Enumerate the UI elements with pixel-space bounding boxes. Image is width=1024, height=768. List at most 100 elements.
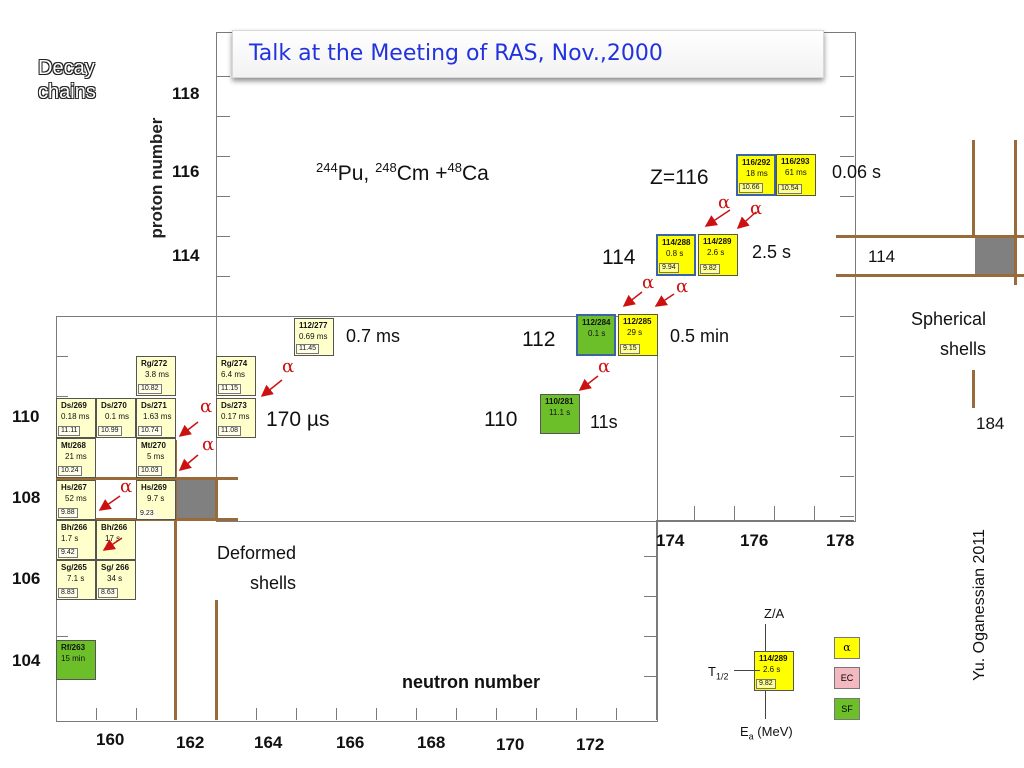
spherical-shell-vline-top xyxy=(972,140,975,235)
alpha-arrow xyxy=(102,537,123,551)
tick-mark xyxy=(840,356,854,357)
tick-mark xyxy=(456,708,457,720)
nuclide-110-281: 110/281 11.1 s xyxy=(540,394,580,434)
title-banner: Talk at the Meeting of RAS, Nov.,2000 xyxy=(232,30,824,78)
alpha-label: α xyxy=(676,276,689,297)
tick-mark xyxy=(840,156,854,157)
nuclide-rg272: Rg/272 3.8 ms 10.82 xyxy=(136,356,176,396)
half-life-170us: 170 µs xyxy=(266,408,330,431)
x-tick-168: 168 xyxy=(417,733,446,752)
tick-mark xyxy=(416,708,417,720)
tick-mark xyxy=(136,708,137,720)
tick-mark xyxy=(644,636,656,637)
nuclide-116-292: 116/292 18 ms 10.66 xyxy=(736,154,776,196)
tick-mark xyxy=(840,316,854,317)
tick-mark xyxy=(734,506,735,520)
tick-mark xyxy=(840,396,854,397)
spherical-shell-n-label: 184 xyxy=(976,414,1005,433)
x-tick-162: 162 xyxy=(176,733,205,752)
spherical-shell-hline-2 xyxy=(836,274,1024,277)
legend-sf-swatch: SF xyxy=(834,698,860,720)
half-life-0-7ms: 0.7 ms xyxy=(346,326,401,346)
alpha-label: α xyxy=(598,356,611,377)
y-tick-108: 108 xyxy=(12,488,41,507)
tick-mark xyxy=(840,196,854,197)
deformed-shell-hline-1 xyxy=(56,477,238,480)
tick-mark xyxy=(694,506,695,520)
nuclide-112-284: 112/284 0.1 s xyxy=(576,314,616,356)
nuclide-bh266: Bh/266 1.7 s 9.42 xyxy=(56,520,96,560)
x-tick-172: 172 xyxy=(576,735,605,754)
spherical-shell-vline-bottom xyxy=(972,370,975,408)
tick-mark xyxy=(644,556,656,557)
nuclide-ds269: Ds/269 0.18 ms 11.11 xyxy=(56,398,96,438)
alpha-label: α xyxy=(750,198,763,219)
legend-t-line xyxy=(734,670,760,671)
y-tick-106: 106 xyxy=(12,569,41,588)
tick-mark xyxy=(496,708,497,720)
legend-alpha-swatch: α xyxy=(834,637,860,659)
half-life-2-5s: 2.5 s xyxy=(752,242,792,262)
alpha-label: α xyxy=(642,272,655,293)
reaction-label: 244Pu, 248Cm +48Ca xyxy=(316,160,489,185)
deformed-shell-closure xyxy=(177,480,215,518)
deformed-shell-vline-2 xyxy=(215,600,218,720)
nuclide-hs269: Hs/269 9.7 s 9.23 xyxy=(136,480,176,520)
tick-mark xyxy=(840,516,854,517)
tick-mark xyxy=(840,116,854,117)
z110-label: 110 xyxy=(484,408,518,431)
author-credit: Yu. Oganessian 2011 xyxy=(971,529,988,681)
nuclide-112-285: 112/285 29 s 9.15 xyxy=(618,314,658,356)
alpha-arrow xyxy=(178,454,199,471)
z114-label: 114 xyxy=(602,246,636,269)
spherical-shells-label: Spherical shells xyxy=(910,309,987,359)
tick-mark xyxy=(296,708,297,720)
y-tick-110: 110 xyxy=(12,407,40,426)
nuclide-114-289: 114/289 2.6 s 9.82 xyxy=(698,234,738,276)
nuclide-ds271: Ds/271 1.63 ms 10.74 xyxy=(136,398,176,438)
alpha-arrow xyxy=(622,291,643,307)
nuclide-112-277: 112/277 0.69 ms 11.45 xyxy=(294,318,334,356)
spherical-shell-hline-1 xyxy=(836,235,1024,238)
y-tick-114: 114 xyxy=(172,246,200,265)
tick-mark xyxy=(96,708,97,720)
nuclide-hs267: Hs/267 52 ms 9.88 xyxy=(56,480,96,520)
tick-mark xyxy=(774,506,775,520)
tick-mark xyxy=(216,116,230,117)
alpha-arrow xyxy=(98,495,121,511)
nuclide-mt270: Mt/270 5 ms 10.03 xyxy=(136,438,176,478)
nuclide-sg266: Sg/ 266 34 s 8.63 xyxy=(96,560,136,600)
nuclide-ds273: Ds/273 0.17 ms 11.08 xyxy=(216,398,256,438)
deformed-shell-vline-1 xyxy=(174,440,177,720)
legend-sample-nuclide: 114/289 2.6 s 9.82 xyxy=(754,651,794,691)
nuclide-mt268: Mt/268 21 ms 10.24 xyxy=(56,438,96,478)
tick-mark xyxy=(840,476,854,477)
tick-mark xyxy=(56,636,68,637)
tick-mark xyxy=(840,436,854,437)
x-tick-160: 160 xyxy=(96,730,125,749)
tick-mark xyxy=(336,708,337,720)
legend-za-line xyxy=(765,624,766,651)
x-tick-174: 174 xyxy=(656,531,685,550)
tick-mark xyxy=(56,356,68,357)
alpha-label: α xyxy=(718,192,731,213)
half-life-0-5min: 0.5 min xyxy=(670,326,730,346)
legend-ea: Ea (MeV) xyxy=(740,724,793,742)
tick-mark xyxy=(576,708,577,720)
y-tick-116: 116 xyxy=(172,162,200,181)
alpha-label: α xyxy=(200,396,213,417)
tick-mark xyxy=(216,236,230,237)
frame-edge xyxy=(656,520,854,521)
spherical-shell-vline-right xyxy=(1014,140,1017,285)
tick-mark xyxy=(536,708,537,720)
x-tick-164: 164 xyxy=(254,733,283,752)
alpha-arrow xyxy=(260,379,283,397)
half-life-0-06s: 0.06 s xyxy=(832,162,882,182)
y-tick-104: 104 xyxy=(12,651,41,670)
tick-mark xyxy=(216,156,230,157)
nuclide-ds270: Ds/270 0.1 ms 10.99 xyxy=(96,398,136,438)
decay-chains-label: Decay chains xyxy=(38,57,96,103)
alpha-arrow xyxy=(578,375,599,391)
tick-mark xyxy=(256,708,257,720)
